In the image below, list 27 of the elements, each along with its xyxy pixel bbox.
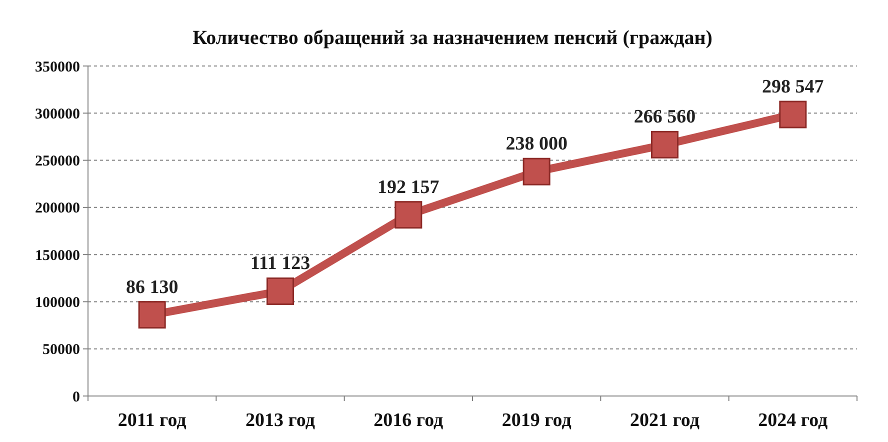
- data-label: 238 000: [506, 134, 568, 155]
- y-tick-label: 300000: [35, 106, 80, 122]
- y-tick-label: 0: [72, 389, 80, 406]
- x-tick-label: 2016 год: [374, 410, 444, 431]
- y-tick-label: 150000: [35, 248, 80, 264]
- y-tick-label: 100000: [35, 294, 80, 311]
- y-tick-label: 250000: [35, 154, 80, 170]
- x-tick-label: 2024 год: [758, 410, 828, 431]
- x-tick-label: 2011 год: [118, 410, 187, 431]
- data-label: 86 130: [126, 276, 178, 298]
- point: [266, 277, 294, 305]
- point: [138, 301, 166, 329]
- point: [779, 100, 807, 128]
- data-label: 192 157: [378, 176, 440, 198]
- y-tick-label: 50000: [42, 342, 80, 358]
- point: [394, 201, 422, 229]
- point: [522, 158, 550, 186]
- y-tick-label: 200000: [35, 200, 80, 217]
- x-tick-label: 2021 год: [630, 410, 700, 431]
- data-label: 266 560: [634, 106, 696, 128]
- point: [651, 130, 678, 158]
- x-tick-label: 2019 год: [502, 410, 572, 431]
- chart-title: Количество обращений за назначением пенсий (граждан): [192, 27, 712, 49]
- data-label: 298 547: [762, 76, 824, 98]
- data-label: 111 123: [250, 253, 310, 274]
- x-tick-label: 2013 год: [246, 410, 316, 431]
- y-tick-label: 350000: [35, 59, 80, 76]
